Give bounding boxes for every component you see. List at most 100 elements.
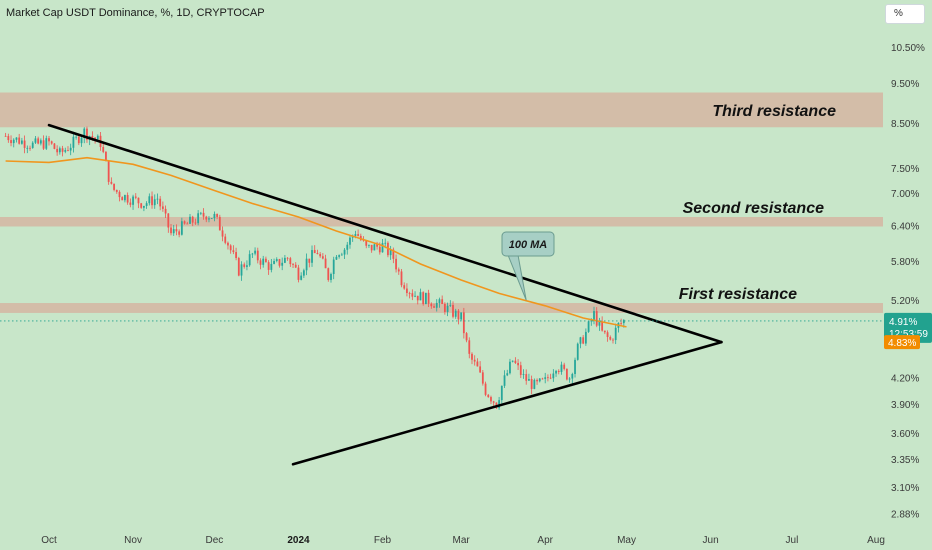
candle [498, 396, 501, 410]
candle-body [598, 321, 601, 326]
candle-body [113, 183, 115, 190]
candle-body [259, 260, 262, 265]
candle [270, 258, 273, 273]
candle [349, 235, 351, 249]
candle-body [620, 322, 623, 324]
candle-body [227, 242, 229, 246]
y-tick-label: 4.20% [891, 373, 919, 384]
candle [145, 201, 148, 209]
candle [72, 131, 75, 153]
candle-body [335, 256, 338, 260]
candle [338, 254, 341, 259]
candle-body [492, 401, 495, 403]
candle-body [283, 257, 286, 263]
candle-body [330, 274, 332, 280]
candle-body [443, 303, 446, 312]
candle [254, 247, 256, 256]
candle-body [389, 249, 392, 256]
x-tick-label: May [617, 535, 636, 546]
candle [246, 260, 248, 271]
candle [164, 205, 167, 219]
trendline-2[interactable] [291, 340, 723, 466]
candle [115, 189, 118, 194]
candle-body [294, 264, 297, 268]
candle [576, 342, 579, 361]
trendline-1[interactable] [47, 123, 723, 344]
y-tick-label: 5.20% [891, 296, 919, 307]
ma-value: 4.83% [888, 338, 916, 349]
candle [419, 288, 422, 301]
candle-body [77, 136, 80, 144]
candle-body [563, 364, 566, 369]
candle-body [80, 137, 83, 144]
candle [484, 381, 487, 397]
candle [427, 289, 430, 308]
candle-body [462, 312, 465, 334]
candle-body [208, 218, 210, 220]
candle [156, 193, 159, 205]
callout-box[interactable] [501, 231, 555, 257]
candle-body [357, 234, 360, 236]
candle [528, 373, 530, 381]
candle-body [262, 258, 265, 265]
x-tick-label: Oct [41, 535, 57, 546]
candle [126, 192, 129, 205]
y-tick-label: 3.35% [891, 455, 919, 466]
candle-body [302, 270, 305, 276]
candle [302, 268, 305, 278]
last-price-value: 4.91% [889, 317, 917, 328]
candle [525, 369, 528, 385]
candle [77, 135, 80, 146]
candle [140, 202, 143, 209]
candle [191, 215, 194, 227]
candle [161, 201, 164, 212]
candle-body [18, 137, 21, 144]
candle-body [129, 202, 132, 205]
candle-body [319, 254, 322, 257]
candle-body [449, 304, 452, 306]
candle-body [159, 198, 162, 207]
candle [132, 194, 134, 210]
candle [229, 244, 232, 254]
candle [151, 191, 153, 209]
candle [186, 221, 189, 225]
candle-body [522, 374, 525, 375]
candle-body [574, 359, 576, 374]
candle [29, 145, 31, 151]
candle-body [555, 370, 557, 374]
candle [313, 245, 316, 254]
candle [159, 196, 162, 211]
candle-body [132, 196, 134, 205]
candle [137, 197, 140, 209]
candle [324, 254, 327, 269]
candle-body [96, 135, 99, 140]
candle-body [354, 234, 357, 236]
candle-body [579, 337, 582, 344]
candle-body [549, 377, 552, 379]
candle-body [229, 245, 232, 251]
trendlines [47, 123, 723, 466]
candle-body [289, 258, 292, 265]
candle [487, 393, 490, 398]
candle-body [392, 249, 395, 259]
candle [113, 183, 115, 192]
y-tick-label: 9.50% [891, 79, 919, 90]
candle-body [541, 378, 544, 380]
x-axis[interactable]: Oct Nov Dec 2024 Feb Mar Apr May Jun Jul Aug [41, 535, 885, 546]
candle [102, 142, 105, 154]
y-tick-label: 7.50% [891, 164, 919, 175]
ma-value-tag-bg [884, 335, 920, 350]
candle [603, 330, 606, 335]
candle [471, 352, 473, 365]
candle-body [313, 250, 316, 254]
candle [400, 269, 403, 288]
y-axis[interactable]: 10.50% 9.50% 8.50% 7.50% 7.00% 6.40% 5.80% 5.20… [883, 0, 932, 550]
candle [205, 215, 208, 223]
candle-body [267, 262, 270, 270]
unit-toggle-button[interactable]: % [885, 4, 925, 24]
candle-body [506, 373, 509, 376]
candle [227, 241, 229, 250]
candle-body [191, 216, 194, 223]
candle [121, 196, 124, 201]
